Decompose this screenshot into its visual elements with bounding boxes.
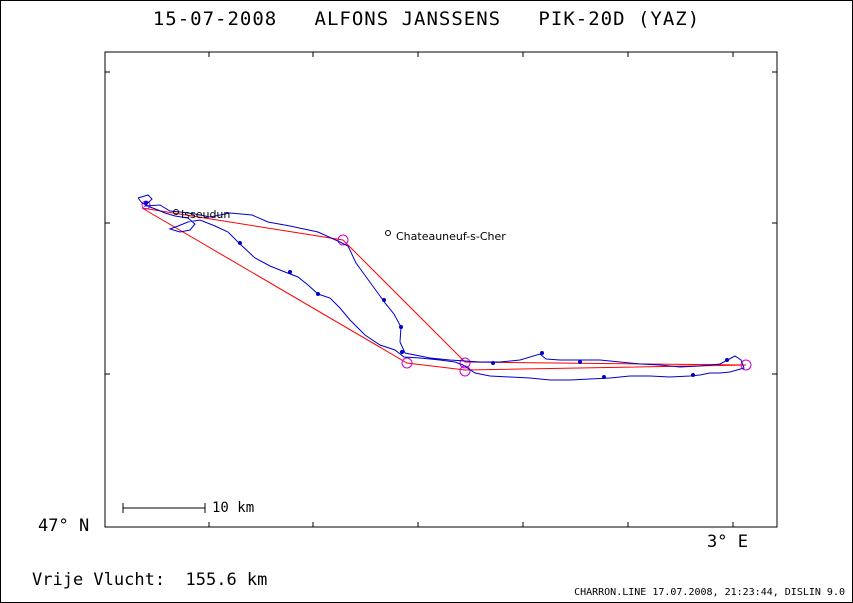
track-fix: [602, 375, 606, 379]
town-marker-chateauneuf: [385, 230, 391, 236]
longitude-label: 3° E: [707, 532, 748, 552]
plot-frame: [104, 51, 778, 528]
track-fix: [491, 361, 495, 365]
track-fix: [382, 298, 386, 302]
axis-ticks: [105, 52, 777, 527]
track-fix: [578, 360, 582, 364]
latitude-label: 47° N: [38, 516, 90, 536]
turnpoint-marker: [337, 234, 349, 246]
track-fix: [288, 270, 292, 274]
town-markers: [173, 209, 391, 236]
track-fix: [400, 350, 404, 354]
place-label-isseudun: Isseudun: [181, 208, 231, 221]
scale-bar-label: 10 km: [212, 500, 255, 516]
track-fix: [399, 325, 403, 329]
track-fix: [725, 358, 729, 362]
scale-bar: [122, 503, 206, 513]
turnpoints: [141, 200, 752, 377]
task-route: [141, 207, 747, 371]
track-fix: [316, 292, 320, 296]
program-info: CHARRON.LINE 17.07.2008, 21:23:44, DISLI…: [574, 587, 845, 598]
turnpoint-marker: [401, 357, 413, 369]
track-fix: [144, 201, 148, 205]
flight-track: [137, 194, 745, 381]
turnpoint-marker: [459, 357, 471, 369]
town-marker-isseudun: [173, 209, 179, 215]
track-fix: [540, 351, 544, 355]
track-fix-markers: [144, 201, 729, 379]
place-label-chateauneuf: Chateauneuf-s-Cher: [396, 230, 506, 243]
map-title: 15-07-2008 ALFONS JANSSENS PIK-20D (YAZ): [152, 8, 701, 30]
turnpoint-marker: [740, 359, 752, 371]
track-fix: [691, 373, 695, 377]
track-fix: [238, 241, 242, 245]
free-flight-distance: Vrije Vlucht: 155.6 km: [32, 570, 268, 590]
